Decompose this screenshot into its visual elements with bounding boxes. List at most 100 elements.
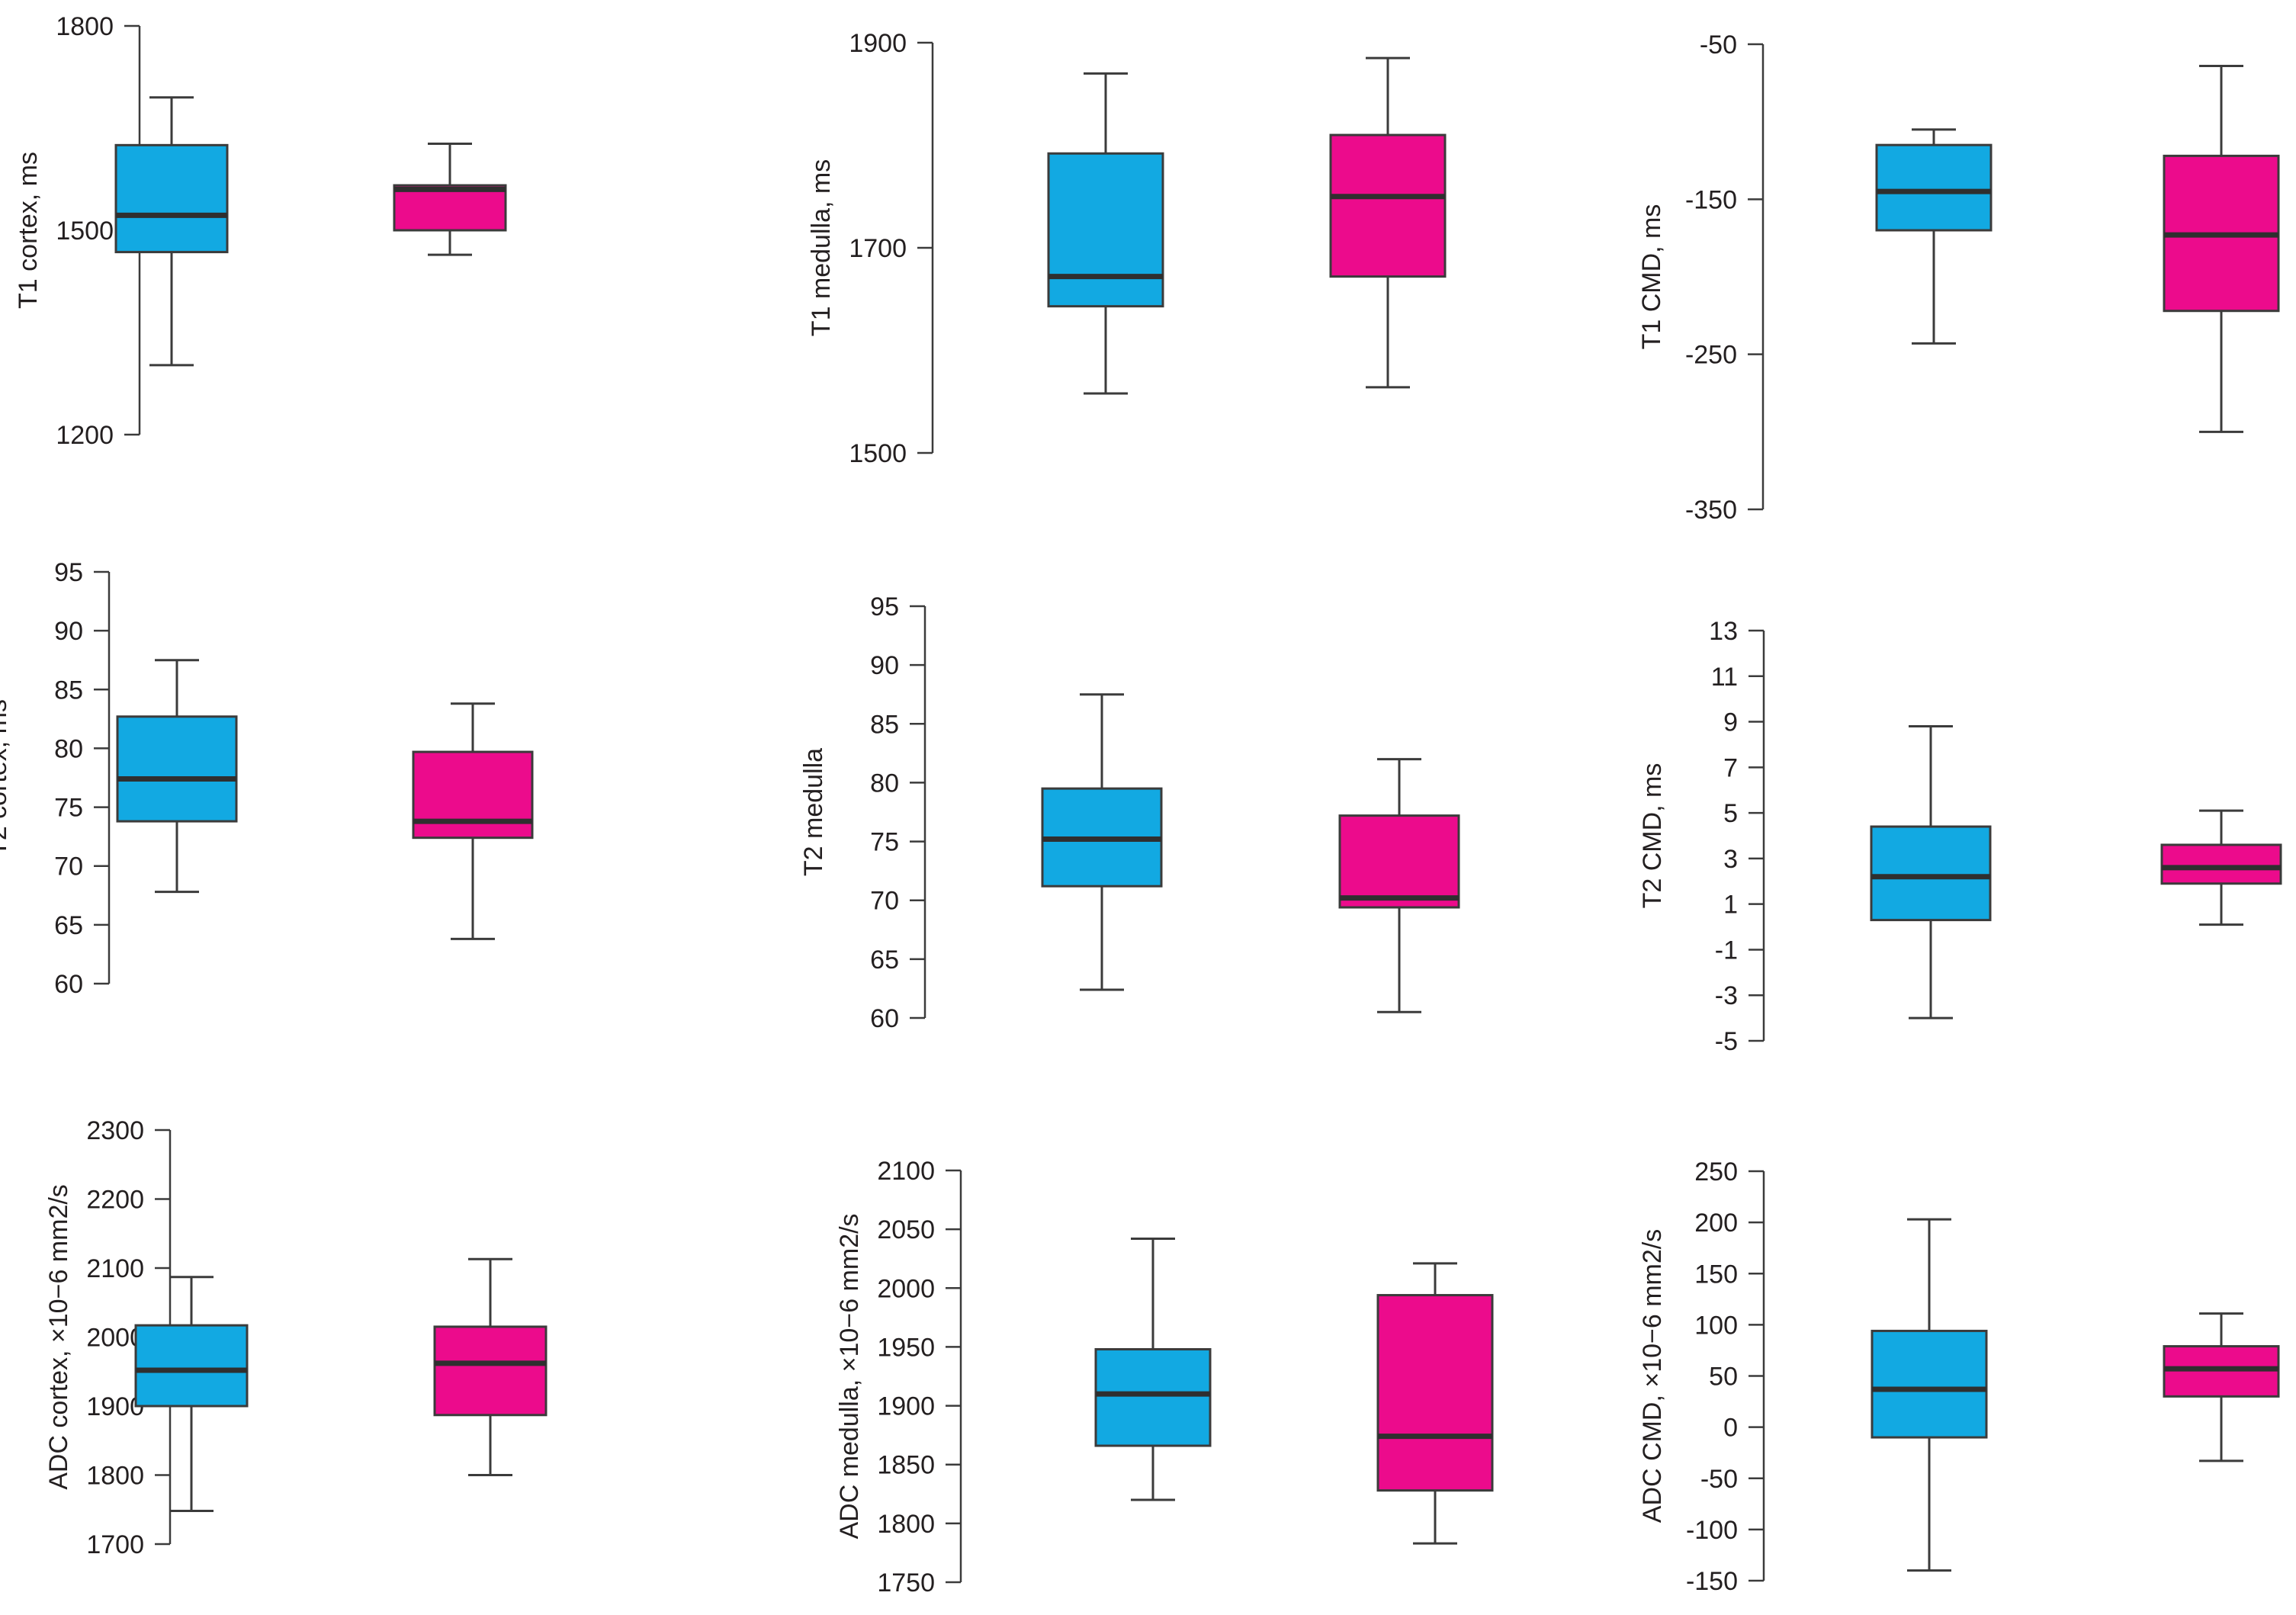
y-tick-label: 1800 bbox=[56, 12, 114, 41]
box-blue-group-1 bbox=[134, 1276, 249, 1513]
iqr-box bbox=[1338, 814, 1460, 909]
boxplot-svg: -350 -250 -150 -50 T1 CMD, ms bbox=[1637, 31, 2280, 525]
y-tick-label: 2100 bbox=[877, 1157, 935, 1186]
iqr-box bbox=[2160, 843, 2282, 885]
y-axis-title: T1 cortex, ms bbox=[14, 152, 43, 309]
boxplot-svg: 60 65 70 75 80 85 90 95 T2 cortex, ms bbox=[0, 558, 534, 999]
boxplot-panel-2: 1500 1700 1900 T1 medulla, ms bbox=[763, 0, 1525, 519]
y-tick-label: 1900 bbox=[86, 1392, 144, 1421]
iqr-box bbox=[1871, 1329, 1988, 1439]
y-tick-label: 1800 bbox=[877, 1510, 935, 1539]
box-pink-group-2 bbox=[1329, 56, 1447, 389]
y-tick-label: 5 bbox=[1723, 799, 1738, 828]
y-tick-label: 95 bbox=[870, 592, 899, 621]
box-pink-group-2 bbox=[1338, 758, 1460, 1013]
boxplot-svg: 60 65 70 75 80 85 90 95 T2 medulla bbox=[799, 592, 1460, 1033]
boxplot-svg: -150 -100 -50 0 50 100 150 200 250 ADC CMD, ×10−6… bbox=[1638, 1157, 2280, 1596]
box-blue-group-1 bbox=[1875, 128, 1993, 345]
boxplot-svg: 1750 1800 1850 1900 1950 2000 2050 2100 ADC medu… bbox=[835, 1157, 1494, 1597]
y-tick-label: 1200 bbox=[56, 421, 114, 450]
y-tick-label: 90 bbox=[54, 617, 83, 646]
boxplot-panel-6: -5 -3 -1 1 3 5 7 9 11 13 T2 CMD, ms bbox=[1525, 595, 2296, 1056]
y-tick-label: 1700 bbox=[86, 1530, 144, 1559]
iqr-box bbox=[1875, 143, 1993, 232]
y-tick-label: 80 bbox=[54, 734, 83, 763]
box-blue-group-1 bbox=[116, 659, 238, 894]
y-tick-label: 100 bbox=[1694, 1311, 1738, 1340]
y-axis-title: T2 cortex, ms bbox=[0, 699, 12, 856]
y-axis-title: T1 CMD, ms bbox=[1637, 204, 1666, 350]
y-tick-label: 3 bbox=[1723, 845, 1738, 874]
y-tick-label: 2100 bbox=[86, 1254, 144, 1283]
y-tick-label: 2200 bbox=[86, 1186, 144, 1215]
iqr-box bbox=[114, 143, 229, 254]
box-pink-group-2 bbox=[2160, 809, 2282, 926]
iqr-box bbox=[1047, 152, 1164, 308]
y-tick-label: 85 bbox=[870, 710, 899, 739]
box-pink-group-2 bbox=[433, 1257, 548, 1476]
y-tick-label: 1850 bbox=[877, 1451, 935, 1480]
boxplot-svg: 1700 1800 1900 2000 2100 2200 2300 ADC cortex, … bbox=[44, 1116, 548, 1559]
y-axis-title: ADC medulla, ×10−6 mm2/s bbox=[835, 1213, 864, 1539]
y-tick-label: 1900 bbox=[877, 1392, 935, 1421]
iqr-box bbox=[1870, 825, 1992, 922]
iqr-box bbox=[393, 184, 507, 232]
y-tick-label: 1500 bbox=[849, 439, 907, 468]
boxplot-svg: 1200 1500 1800 T1 cortex, ms bbox=[14, 12, 507, 450]
boxplot-panel-8: 1750 1800 1850 1900 1950 2000 2050 2100 ADC medu… bbox=[763, 1136, 1525, 1611]
y-tick-label: -5 bbox=[1715, 1027, 1738, 1052]
iqr-box bbox=[412, 750, 534, 840]
y-tick-label: 95 bbox=[54, 558, 83, 587]
y-tick-label: 150 bbox=[1694, 1260, 1738, 1289]
y-axis-title: T1 medulla, ms bbox=[807, 159, 836, 336]
y-tick-label: 2000 bbox=[86, 1324, 144, 1353]
y-tick-label: 13 bbox=[1709, 617, 1738, 646]
box-pink-group-2 bbox=[412, 702, 534, 940]
y-tick-label: 200 bbox=[1694, 1209, 1738, 1238]
y-tick-label: 1900 bbox=[849, 29, 907, 58]
y-tick-label: 250 bbox=[1694, 1157, 1738, 1186]
y-tick-label: -3 bbox=[1715, 981, 1738, 1010]
box-pink-group-2 bbox=[1376, 1262, 1494, 1545]
iqr-box bbox=[116, 715, 238, 823]
boxplot-svg: 1500 1700 1900 T1 medulla, ms bbox=[807, 29, 1447, 468]
y-tick-label: -150 bbox=[1686, 1567, 1738, 1596]
y-tick-label: 1800 bbox=[86, 1462, 144, 1491]
box-blue-group-1 bbox=[114, 96, 229, 367]
y-tick-label: 0 bbox=[1723, 1414, 1738, 1443]
y-tick-label: 80 bbox=[870, 769, 899, 798]
y-tick-label: 75 bbox=[870, 828, 899, 857]
y-axis-title: T2 medulla bbox=[799, 748, 828, 876]
y-tick-label: 90 bbox=[870, 651, 899, 680]
box-blue-group-1 bbox=[1094, 1237, 1212, 1501]
iqr-box bbox=[433, 1325, 548, 1417]
y-tick-label: -1 bbox=[1715, 936, 1738, 965]
y-tick-label: 1 bbox=[1723, 891, 1738, 920]
y-tick-label: 70 bbox=[870, 887, 899, 916]
iqr-box bbox=[134, 1324, 249, 1408]
box-pink-group-2 bbox=[2163, 64, 2280, 433]
iqr-box bbox=[1376, 1294, 1494, 1492]
y-tick-label: -50 bbox=[1700, 1465, 1738, 1494]
boxplot-panel-9: -150 -100 -50 0 50 100 150 200 250 ADC CMD, ×10−6… bbox=[1525, 1136, 2296, 1611]
y-tick-label: 65 bbox=[870, 946, 899, 974]
y-axis-title: T2 CMD, ms bbox=[1638, 763, 1667, 909]
iqr-box bbox=[1094, 1348, 1212, 1447]
y-tick-label: 50 bbox=[1709, 1363, 1738, 1392]
boxplot-panel-1: 1200 1500 1800 T1 cortex, ms bbox=[0, 0, 763, 519]
box-blue-group-1 bbox=[1041, 693, 1163, 991]
y-tick-label: 85 bbox=[54, 676, 83, 705]
y-tick-label: 1950 bbox=[877, 1333, 935, 1362]
boxplot-panel-5: 60 65 70 75 80 85 90 95 T2 medulla bbox=[763, 580, 1525, 1052]
y-tick-label: 1500 bbox=[56, 217, 114, 246]
y-tick-label: 7 bbox=[1723, 753, 1738, 782]
y-tick-label: -100 bbox=[1686, 1516, 1738, 1545]
y-tick-label: 60 bbox=[870, 1004, 899, 1033]
y-tick-label: -150 bbox=[1685, 185, 1737, 214]
box-blue-group-1 bbox=[1047, 72, 1164, 395]
y-axis-title: ADC CMD, ×10−6 mm2/s bbox=[1638, 1229, 1667, 1523]
y-tick-label: 65 bbox=[54, 911, 83, 940]
y-tick-label: 2050 bbox=[877, 1215, 935, 1244]
